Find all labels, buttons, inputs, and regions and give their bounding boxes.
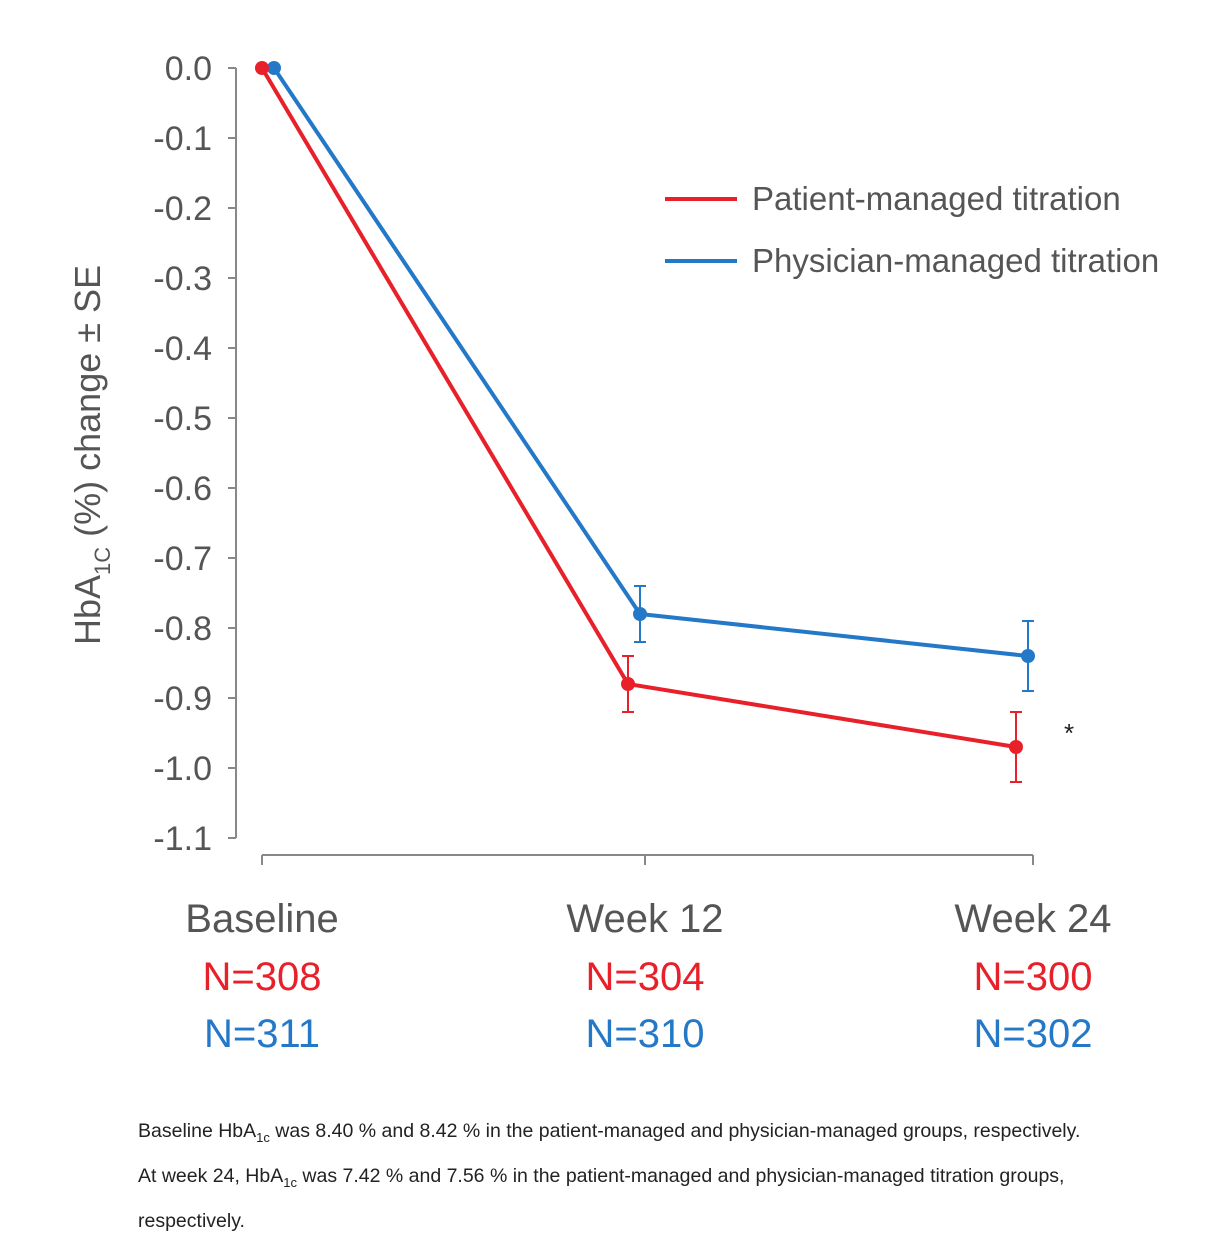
y-tick-label: -0.8 <box>153 610 212 648</box>
y-tick-label: -1.1 <box>153 820 212 858</box>
data-point <box>621 677 635 691</box>
data-point <box>267 61 281 75</box>
n-label: N=302 <box>974 1012 1093 1056</box>
n-label: N=304 <box>586 955 705 999</box>
y-tick-label: -0.5 <box>153 400 212 438</box>
y-tick-label: -0.1 <box>153 120 212 158</box>
series-layer <box>255 61 1035 783</box>
series-line <box>272 66 1029 658</box>
footnote-part1: Baseline HbA <box>138 1120 257 1142</box>
data-point <box>255 61 269 75</box>
n-label: N=300 <box>974 955 1093 999</box>
y-tick-label: 0.0 <box>165 50 212 88</box>
footnote-part3: was 7.42 % and 7.56 % in the patient-man… <box>138 1164 1065 1232</box>
data-point <box>1021 649 1035 663</box>
y-axis-title: HbA1C (%) change ± SE <box>67 265 115 645</box>
y-tick-label: -0.6 <box>153 470 212 508</box>
n-label: N=310 <box>586 1012 705 1056</box>
data-point <box>1009 740 1023 754</box>
footnote-part2: was 8.40 % and 8.42 % in the patient-man… <box>138 1120 1081 1187</box>
chart: 0.0 -0.1 -0.2 -0.3 -0.4 -0.5 -0.6 -0.7 -0.8 -0.9 -… <box>67 50 1159 1056</box>
legend: Patient-managed titration Physician-manag… <box>665 180 1159 279</box>
legend-label: Physician-managed titration <box>752 242 1159 279</box>
legend-label: Patient-managed titration <box>752 180 1121 217</box>
y-tick-label: -0.2 <box>153 190 212 228</box>
y-axis-title-main: HbA <box>67 575 108 645</box>
footnote-sub1: 1c <box>256 1129 270 1145</box>
x-tick-label: Week 12 <box>566 897 723 941</box>
y-axis-title-sub: 1C <box>90 547 115 575</box>
x-tick-label: Baseline <box>185 897 338 941</box>
y-tick-label: -1.0 <box>153 750 212 788</box>
y-axis-title-rest: (%) change ± SE <box>67 265 108 537</box>
series-line <box>260 66 1017 749</box>
n-label: N=308 <box>203 955 322 999</box>
n-label: N=311 <box>204 1012 320 1056</box>
y-tick-label: -0.9 <box>153 680 212 718</box>
significance-asterisk: * <box>1064 718 1074 748</box>
category-labels: Baseline N=308 N=311 Week 12 N=304 N=310 Week … <box>185 897 1111 1056</box>
x-tick-label: Week 24 <box>954 897 1111 941</box>
y-tick-label: -0.3 <box>153 260 212 298</box>
y-axis: 0.0 -0.1 -0.2 -0.3 -0.4 -0.5 -0.6 -0.7 -0.8 -0.9 -… <box>153 50 237 858</box>
series-physician-managed <box>267 61 1035 692</box>
series-patient-managed <box>255 61 1023 783</box>
footnote: Baseline HbA1c was 8.40 % and 8.42 % in … <box>138 1112 1098 1240</box>
x-axis <box>261 854 1034 865</box>
data-point <box>633 607 647 621</box>
y-tick-label: -0.4 <box>153 330 212 368</box>
y-tick-label: -0.7 <box>153 540 212 578</box>
footnote-sub2: 1c <box>283 1174 297 1190</box>
